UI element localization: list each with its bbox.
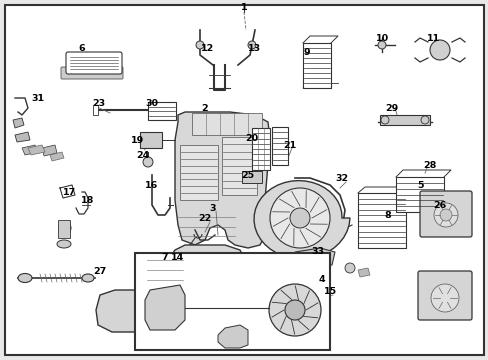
Text: 28: 28 (423, 161, 436, 170)
FancyBboxPatch shape (61, 67, 123, 79)
Text: 8: 8 (384, 211, 390, 220)
Circle shape (345, 263, 354, 273)
Bar (395, 177, 443, 212)
Bar (58, 220, 70, 238)
Circle shape (247, 41, 256, 49)
Circle shape (285, 300, 305, 320)
Circle shape (429, 40, 449, 60)
Text: 9: 9 (303, 48, 310, 57)
Circle shape (59, 222, 71, 234)
Circle shape (380, 116, 388, 124)
Ellipse shape (18, 274, 32, 283)
Text: 17: 17 (63, 188, 77, 197)
Polygon shape (13, 118, 24, 128)
Polygon shape (42, 145, 57, 156)
Text: 16: 16 (145, 180, 158, 189)
Text: 14: 14 (171, 253, 184, 262)
Circle shape (289, 208, 309, 228)
Text: 27: 27 (93, 267, 106, 276)
Text: 6: 6 (79, 44, 85, 53)
FancyBboxPatch shape (66, 52, 122, 74)
Polygon shape (254, 181, 349, 259)
Polygon shape (145, 285, 184, 330)
Polygon shape (28, 145, 45, 155)
Text: 31: 31 (31, 94, 44, 103)
Text: 33: 33 (311, 248, 324, 256)
Bar (140, 132, 162, 148)
Text: 23: 23 (92, 99, 105, 108)
Polygon shape (22, 145, 38, 155)
Circle shape (142, 157, 153, 167)
Circle shape (439, 209, 451, 221)
Bar (93, 105, 98, 115)
Text: 1: 1 (240, 3, 247, 12)
Text: 22: 22 (198, 213, 211, 222)
Polygon shape (96, 290, 162, 332)
Text: 25: 25 (241, 171, 254, 180)
Text: 13: 13 (247, 44, 260, 53)
Circle shape (433, 203, 457, 227)
Bar (303, 43, 330, 88)
Circle shape (430, 284, 458, 312)
Circle shape (196, 41, 203, 49)
Text: 4: 4 (318, 275, 325, 284)
Text: 19: 19 (131, 135, 144, 144)
Bar (379, 115, 429, 125)
Text: 2: 2 (201, 104, 208, 112)
Text: 21: 21 (283, 140, 296, 149)
Polygon shape (357, 268, 369, 277)
Bar (180, 145, 218, 200)
Circle shape (269, 188, 329, 248)
Text: 7: 7 (162, 253, 168, 262)
FancyBboxPatch shape (419, 191, 471, 237)
Text: 24: 24 (136, 150, 149, 159)
Bar (148, 102, 176, 120)
Text: 26: 26 (432, 201, 446, 210)
Ellipse shape (316, 290, 326, 306)
Polygon shape (175, 112, 269, 248)
Circle shape (268, 284, 320, 336)
Text: 20: 20 (245, 134, 258, 143)
Polygon shape (15, 132, 30, 142)
Bar (192, 113, 262, 135)
Bar (271, 127, 287, 165)
Ellipse shape (82, 274, 94, 282)
Text: 11: 11 (427, 33, 440, 42)
Text: 18: 18 (81, 195, 95, 204)
Circle shape (377, 41, 385, 49)
Polygon shape (294, 248, 334, 268)
Bar (357, 193, 405, 248)
Text: 10: 10 (375, 33, 388, 42)
Text: 12: 12 (201, 44, 214, 53)
Text: 32: 32 (335, 174, 348, 183)
Bar (135, 253, 329, 350)
Bar (222, 137, 257, 195)
Text: 30: 30 (145, 99, 158, 108)
Polygon shape (50, 152, 64, 161)
Text: 3: 3 (209, 203, 216, 212)
Bar (242, 171, 262, 183)
Circle shape (420, 116, 428, 124)
Bar (251, 128, 269, 170)
Ellipse shape (57, 240, 71, 248)
Text: 5: 5 (417, 180, 424, 189)
Text: 29: 29 (385, 104, 398, 112)
FancyBboxPatch shape (417, 271, 471, 320)
Text: 15: 15 (323, 288, 336, 297)
Polygon shape (168, 245, 244, 282)
Polygon shape (218, 325, 247, 348)
